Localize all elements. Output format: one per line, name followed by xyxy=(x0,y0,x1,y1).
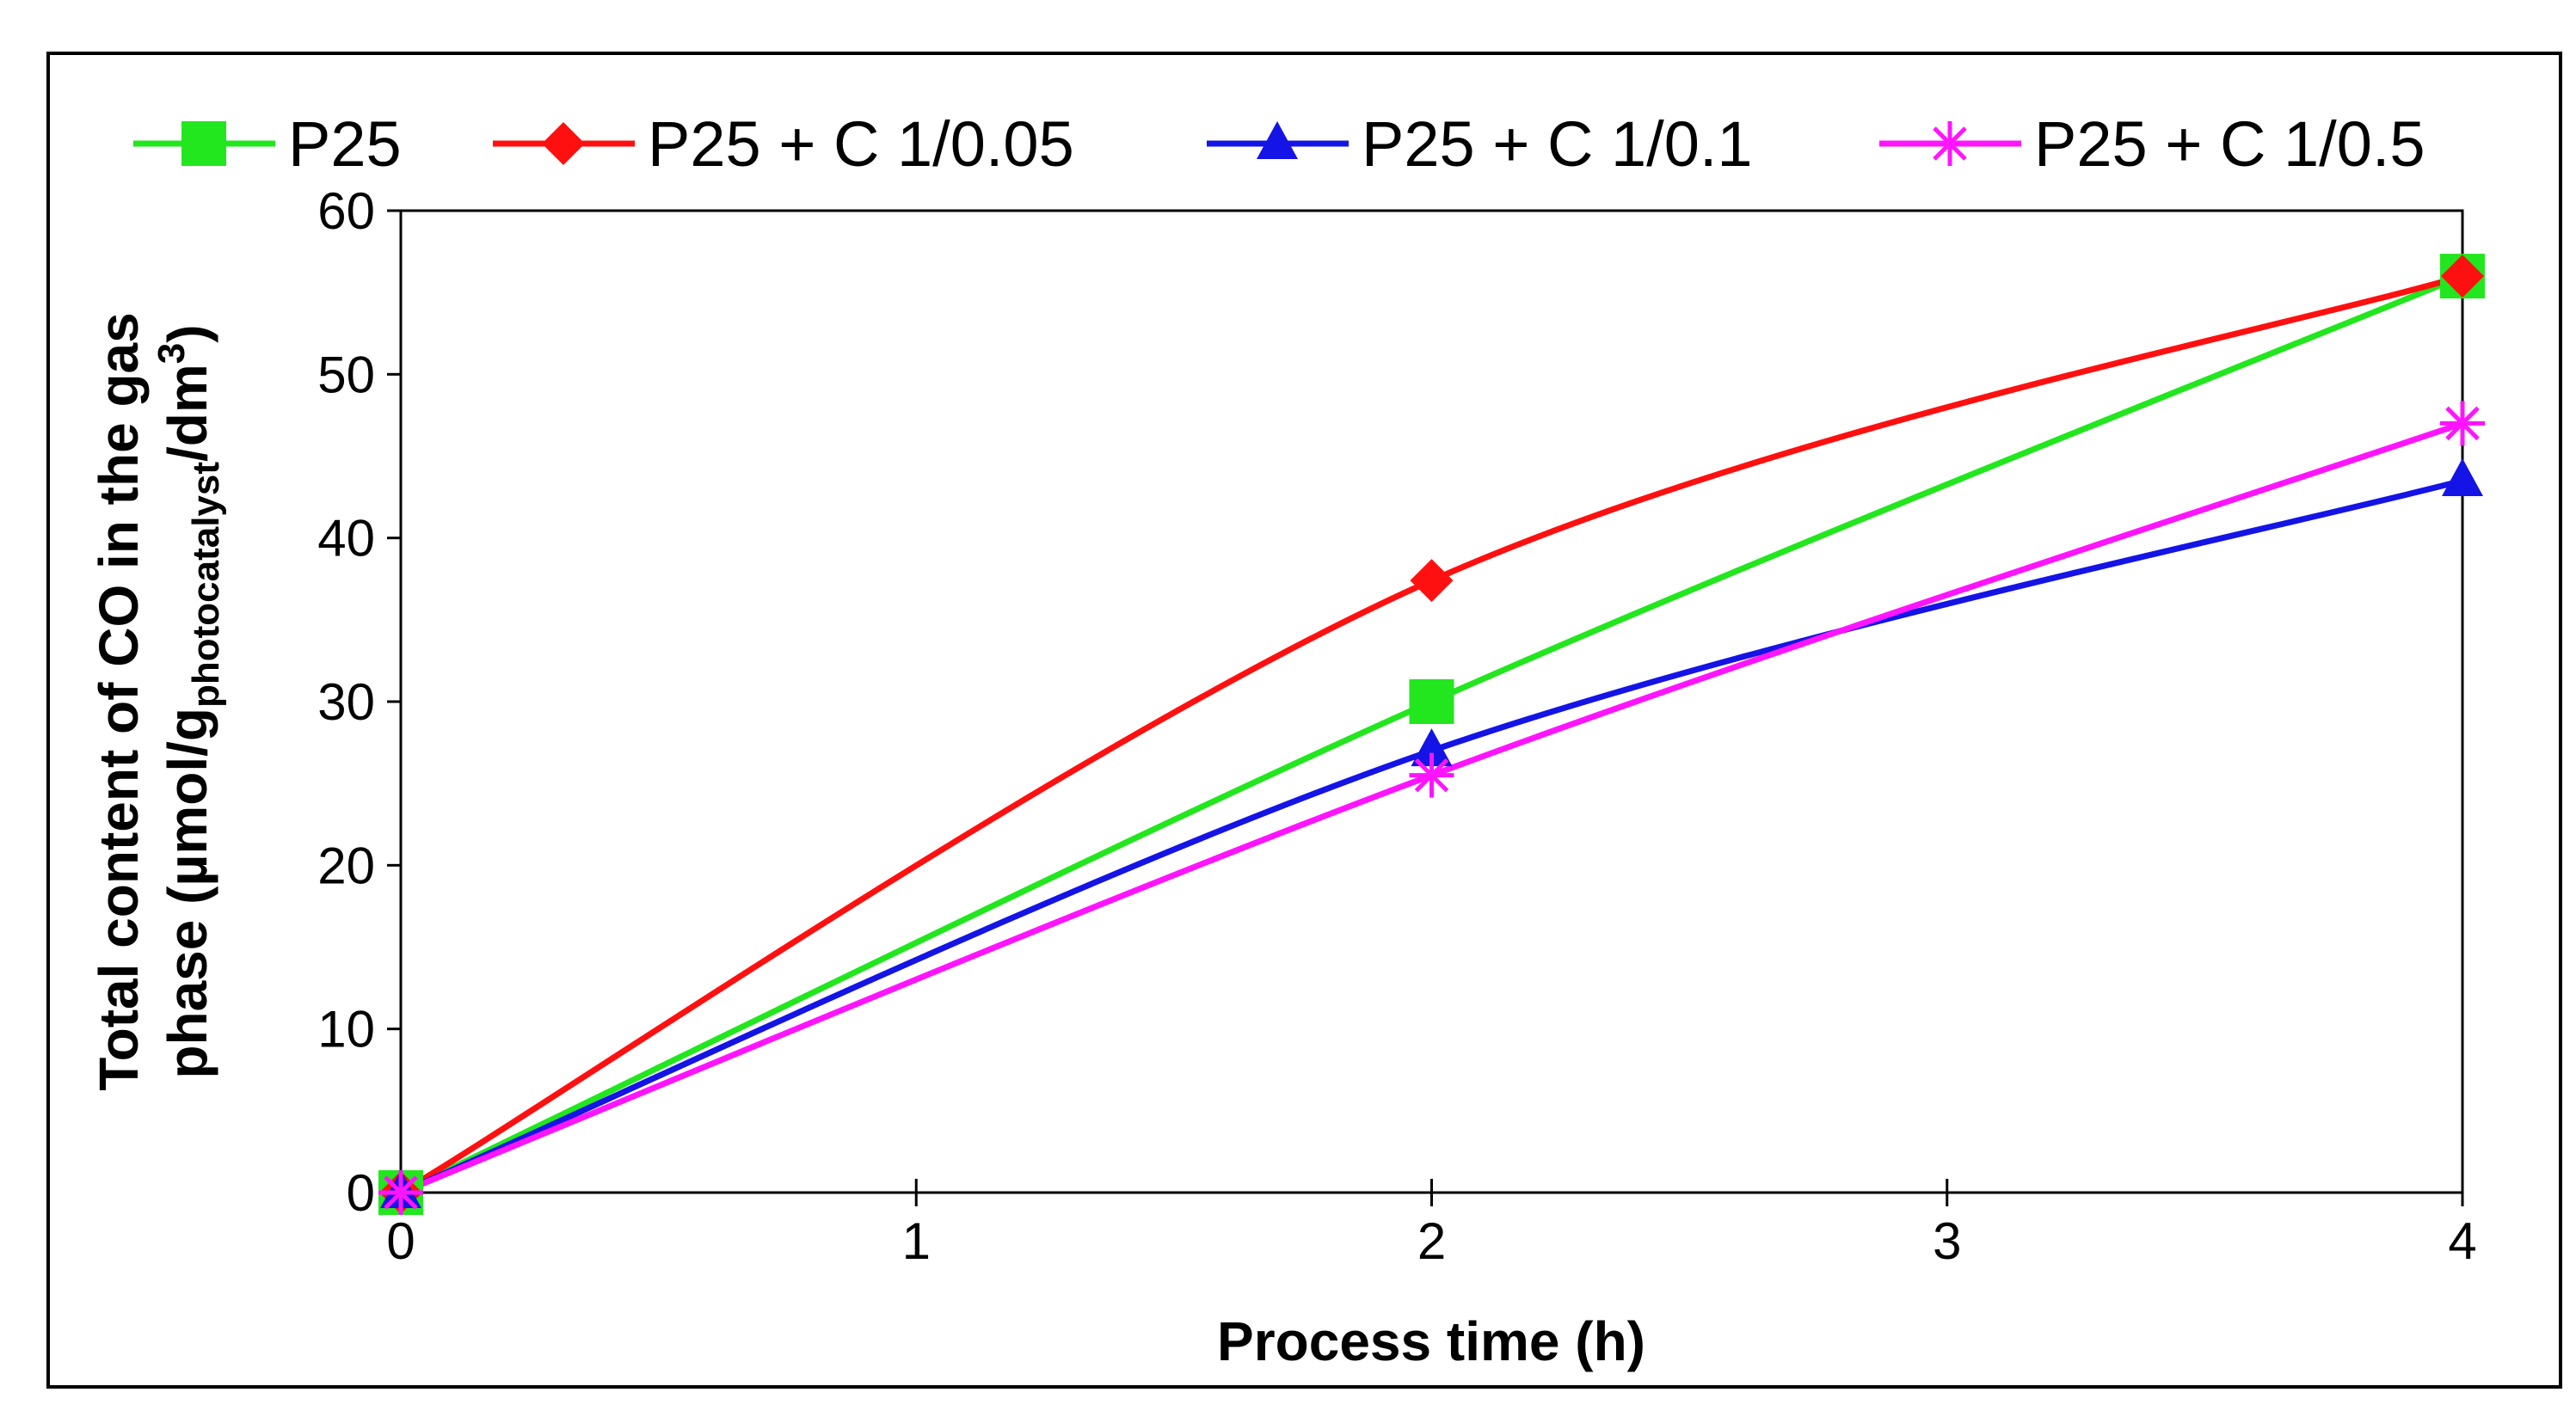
y-axis-title-prefix: phase (µmol/g xyxy=(157,708,218,1079)
y-tick-label: 50 xyxy=(317,346,375,403)
legend-marker-4 xyxy=(1927,121,1972,166)
legend-item-4: P25 + C 1/0.5 xyxy=(1879,108,2425,180)
series-markers xyxy=(378,254,2485,1215)
legend-item-3: P25 + C 1/0.1 xyxy=(1207,108,1753,180)
legend-marker-1-shape xyxy=(181,121,226,166)
data-point-s3-p3-shape xyxy=(2442,458,2483,497)
y-tick-label: 60 xyxy=(317,182,375,240)
legend-marker-3 xyxy=(1257,121,1298,159)
data-point-s4-p2 xyxy=(1409,752,1454,798)
legend-marker-2 xyxy=(542,122,585,165)
data-point-s4-p2-shape xyxy=(1409,752,1454,798)
data-point-s1-p2-shape xyxy=(1409,679,1454,724)
y-tick-label: 40 xyxy=(317,510,375,567)
data-point-s3-p2-shape xyxy=(1411,728,1453,767)
y-tick-label: 10 xyxy=(317,1001,375,1058)
legend-marker-3-shape xyxy=(1257,121,1298,159)
y-tick-label: 30 xyxy=(317,673,375,731)
legend-label-1: P25 xyxy=(288,108,402,180)
data-point-s2-p2 xyxy=(1410,559,1454,603)
legend-label-2: P25 + C 1/0.05 xyxy=(648,108,1074,180)
legend-marker-1 xyxy=(181,121,226,166)
data-point-s4-p1 xyxy=(378,1170,423,1215)
legend-label-4: P25 + C 1/0.5 xyxy=(2034,108,2425,180)
x-tick-label: 0 xyxy=(386,1212,415,1270)
chart-border xyxy=(46,52,2562,1389)
y-tick-label: 20 xyxy=(317,837,375,894)
legend-item-2: P25 + C 1/0.05 xyxy=(493,108,1074,180)
axis-ticks: 0 10 20 30 40 50 60 0 1 2 3 4 xyxy=(317,182,2476,1270)
y-axis-title-line2: phase (µmol/gphotocatalyst/dm3) xyxy=(151,324,227,1078)
y-axis-title-suffix: ) xyxy=(157,324,218,342)
y-axis-title-superscript: 3 xyxy=(151,343,193,364)
y-axis-title-line1: Total content of CO in the gas xyxy=(88,312,150,1090)
legend-label-3: P25 + C 1/0.1 xyxy=(1362,108,1753,180)
legend: P25 P25 + C 1/0.05 P25 + C 1/0.1 P25 + C 1/… xyxy=(133,108,2425,180)
legend-item-1: P25 xyxy=(133,108,402,180)
y-axis-title-subscript: photocatalyst xyxy=(185,462,227,708)
x-tick-label: 3 xyxy=(1933,1212,1961,1270)
x-tick-label: 4 xyxy=(2448,1212,2476,1270)
y-axis-title-mid: /dm xyxy=(157,364,218,462)
data-point-s1-p2 xyxy=(1409,679,1454,724)
x-axis-title: Process time (h) xyxy=(1217,1310,1645,1372)
data-point-s4-p1-shape xyxy=(378,1170,423,1215)
data-point-s4-p3 xyxy=(2440,401,2485,446)
data-point-s2-p2-shape xyxy=(1410,559,1454,603)
data-point-s2-p3-shape xyxy=(2441,255,2484,298)
y-tick-label: 0 xyxy=(347,1164,375,1222)
data-point-s4-p3-shape xyxy=(2440,401,2485,446)
data-point-s3-p3 xyxy=(2442,458,2483,497)
x-tick-label: 1 xyxy=(902,1212,931,1270)
data-point-s2-p3 xyxy=(2441,255,2484,298)
legend-marker-4-shape xyxy=(1927,121,1972,166)
x-tick-label: 2 xyxy=(1417,1212,1446,1270)
data-point-s3-p2 xyxy=(1411,728,1453,767)
legend-marker-2-shape xyxy=(542,122,585,165)
